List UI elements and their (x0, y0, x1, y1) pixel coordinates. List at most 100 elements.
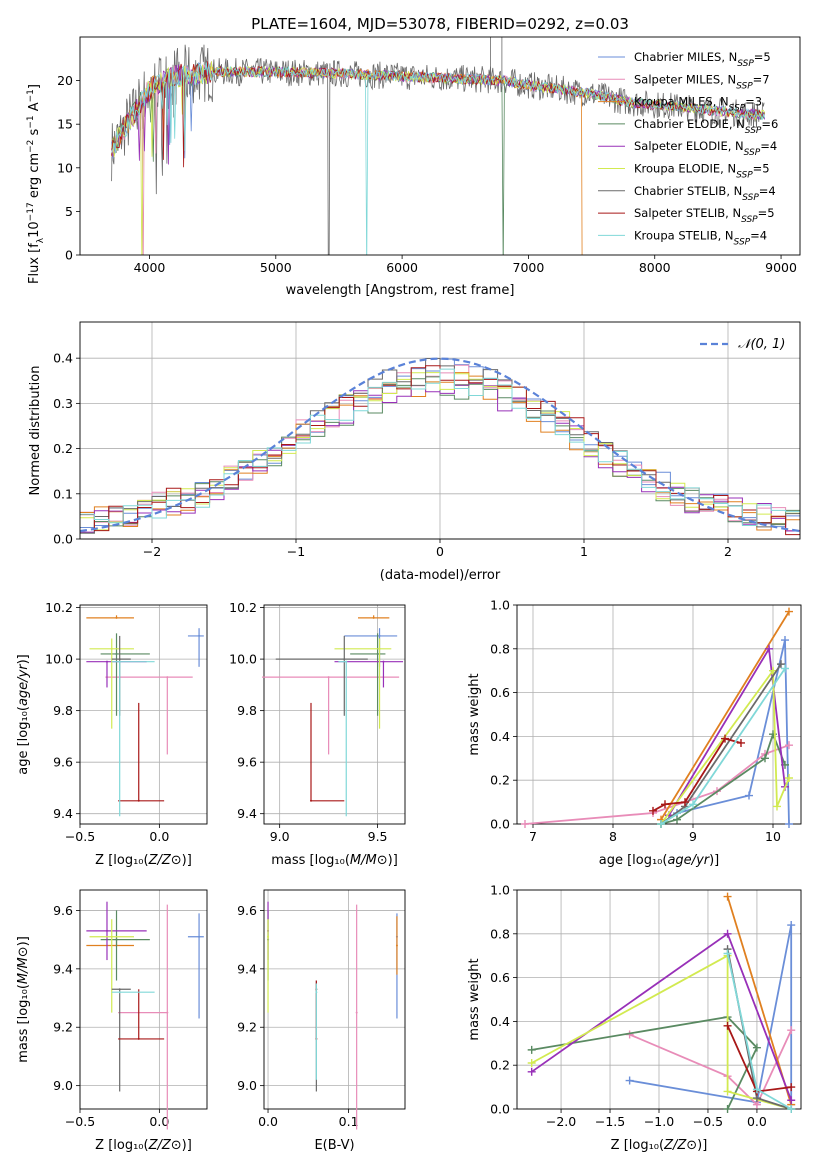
spectrum-line (111, 62, 765, 255)
label-part: Chabrier ELODIE, N (634, 117, 745, 131)
data-point (355, 1011, 358, 1014)
x-tick-label: 9.0 (270, 829, 290, 844)
weight-marker (723, 892, 732, 901)
x-tick-label: 8000 (639, 260, 671, 275)
label-part: =7 (753, 72, 770, 86)
y-axis-label: mass weight (467, 958, 482, 1040)
x-tick-label: 1 (580, 544, 588, 559)
weight-line (660, 611, 790, 821)
weight-marker (657, 820, 665, 828)
label-part: )] (16, 654, 31, 664)
x-tick-label: 0.0 (258, 1114, 278, 1129)
data-point (343, 658, 346, 661)
legend-entry: 𝒩(0, 1) (738, 337, 785, 352)
histogram-step (80, 368, 800, 526)
weight-marker (661, 800, 669, 809)
label-part: =5 (754, 50, 771, 64)
weight-marker (787, 1083, 796, 1092)
weight-marker (527, 1059, 536, 1068)
label-part: Salpeter MILES, N (634, 72, 736, 86)
weight-marker (527, 1067, 536, 1076)
x-tick-label: −1 (287, 544, 305, 559)
weight-line (726, 896, 793, 1105)
data-point (382, 660, 385, 663)
weight-marker (781, 636, 789, 645)
weight-marker (673, 815, 681, 824)
x-tick-label: 6000 (386, 260, 418, 275)
axes-frame (263, 889, 406, 1110)
y-tick-label: 9.4 (53, 961, 73, 976)
x-axis-label: wavelength [Angstrom, rest frame] (286, 283, 515, 298)
weight-marker (681, 798, 689, 807)
label-part: Salpeter ELODIE, N (634, 139, 744, 153)
legend-entry: Salpeter STELIB, NSSP=5 (634, 206, 775, 225)
weight-line (629, 1029, 793, 1107)
x-tick-label: 0.0 (149, 829, 169, 844)
y-tick-label: 0.2 (53, 441, 73, 456)
figure-title: PLATE=1604, MJD=53078, FIBERID=0292, z=0… (251, 15, 629, 33)
data-point (198, 935, 201, 938)
legend-entry: Chabrier MILES, NSSP=5 (634, 50, 771, 69)
label-part: SSP (741, 215, 758, 225)
label-part: M/M⊙ (350, 853, 388, 868)
errorbar-panel-3: 9.0 9.5 9.4 9.6 9.8 10.0 10.2 mass [log₁₀(M/M⊙)… (229, 600, 406, 868)
data-point (118, 658, 121, 661)
label-part: =4 (760, 139, 777, 153)
weight-line (629, 924, 793, 1109)
legend: 𝒩(0, 1) (700, 337, 785, 352)
weight-marker (752, 1085, 761, 1094)
label-part: SSP (744, 148, 761, 158)
label-part: Z [log₁₀( (95, 853, 148, 868)
x-tick-label: 0.1 (339, 1114, 359, 1129)
x-axis-label: E(B-V) (314, 1138, 354, 1153)
label-part: )] (16, 936, 31, 946)
label-part: Kroupa ELODIE, N (634, 162, 736, 176)
x-tick-label: 4000 (134, 260, 166, 275)
x-tick-label: −0.5 (65, 829, 95, 844)
label-part: age [log₁₀( (16, 706, 31, 775)
label-part: s (27, 128, 42, 139)
y-tick-label: 0.4 (53, 351, 73, 366)
weight-marker (773, 802, 781, 811)
data-point (137, 1037, 140, 1040)
weight-line (676, 639, 790, 825)
label-part: age [log₁₀( (599, 853, 668, 868)
axes-frame (79, 604, 208, 825)
y-tick-label: 9.6 (53, 903, 73, 918)
y-tick-label: 15 (57, 117, 73, 132)
weight-marker (781, 664, 789, 673)
y-tick-label: 0.2 (490, 773, 510, 788)
legend-entry: Kroupa ELODIE, NSSP=5 (634, 162, 770, 181)
y-tick-label: 9.8 (237, 703, 257, 718)
label-part: =4 (759, 184, 776, 198)
weight-marker (787, 1026, 796, 1035)
residual-panel: −2 −1 0 1 2 0.0 0.1 0.2 0.3 0.4 (data-model)/error… (28, 321, 801, 583)
weight-marker (521, 820, 529, 828)
label-part: Z/Z⊙ (148, 1138, 182, 1153)
label-part: −2 (26, 140, 36, 153)
y-axis-label: Flux [fλ10−17 erg cm−2 s−1 A−1] (26, 84, 46, 284)
label-part: =3 (745, 95, 762, 109)
y-tick-label: 0.4 (490, 1014, 510, 1029)
y-axis-label: mass weight (467, 673, 482, 755)
label-part: SSP (736, 171, 753, 181)
x-tick-label: −0.5 (65, 1114, 95, 1129)
x-axis-label: age [log₁₀(age/yr)] (599, 853, 720, 868)
weight-marker (527, 1045, 536, 1054)
label-part: SSP (742, 193, 759, 203)
y-tick-label: 9.0 (53, 1078, 73, 1093)
charts-group: 4000 5000 6000 7000 8000 900005101520waveleng… (16, 36, 802, 1153)
y-tick-label: 0.6 (490, 685, 510, 700)
weight-marker (787, 1096, 796, 1105)
y-tick-label: 0.4 (490, 729, 510, 744)
weight-panel-7: −2.0 −1.5 −1.0 −0.5 0.0 0.0 0.2 0.4 0.6 0.8 1.0 Z [… (467, 883, 802, 1153)
y-tick-label: 0.2 (490, 1058, 510, 1073)
data-point (110, 647, 113, 650)
weight-panel-4: 7 8 9 10 0.0 0.2 0.4 0.6 0.8 1.0 age [log₁₀(age/yr… (467, 598, 802, 868)
y-tick-label: 10.0 (45, 652, 73, 667)
label-part: Chabrier MILES, N (634, 50, 737, 64)
weight-line (531, 1016, 758, 1110)
weight-marker (777, 660, 785, 669)
label-part: age/yr (667, 853, 710, 868)
